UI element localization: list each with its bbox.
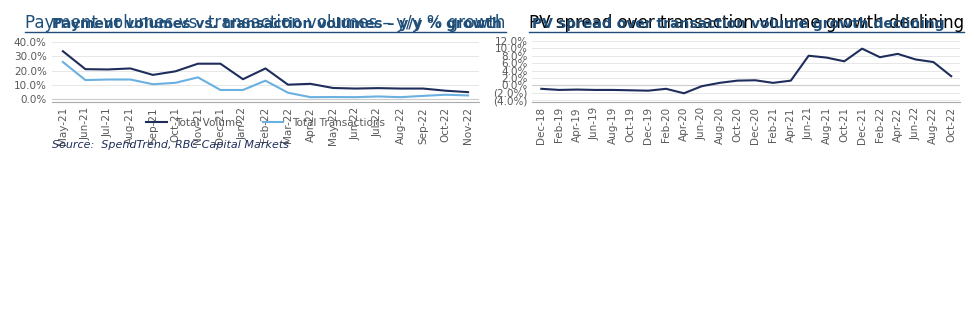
Total Volume bbox=[394, 87, 406, 90]
Total Transactions bbox=[260, 79, 272, 83]
Total Volume bbox=[439, 89, 451, 93]
Total Volume bbox=[417, 87, 429, 90]
Total Volume bbox=[237, 77, 248, 81]
Total Transactions bbox=[80, 78, 92, 82]
Total Transactions bbox=[439, 93, 451, 97]
Total Volume bbox=[147, 73, 159, 77]
Total Transactions bbox=[305, 95, 317, 99]
Text: Source:  SpendTrend, RBC Capital Markets: Source: SpendTrend, RBC Capital Markets bbox=[52, 140, 288, 150]
Total Transactions bbox=[125, 78, 136, 81]
Text: PV spread over transaction volume growth declining: PV spread over transaction volume growth… bbox=[533, 17, 945, 31]
Total Volume bbox=[214, 62, 226, 66]
Total Transactions bbox=[192, 75, 204, 79]
Text: Payment volumes vs. transaction volumes – y/y % growth: Payment volumes vs. transaction volumes … bbox=[52, 17, 502, 31]
Total Volume bbox=[260, 67, 272, 70]
Total Transactions bbox=[57, 60, 69, 64]
Total Volume bbox=[327, 86, 339, 90]
Line: Total Volume: Total Volume bbox=[63, 51, 468, 92]
Total Transactions bbox=[102, 78, 114, 81]
Total Transactions bbox=[282, 91, 294, 95]
Total Transactions bbox=[327, 95, 339, 99]
Total Volume bbox=[305, 82, 317, 86]
Total Transactions bbox=[394, 95, 406, 99]
Total Volume bbox=[169, 69, 181, 73]
Line: Total Transactions: Total Transactions bbox=[63, 62, 468, 97]
Total Volume bbox=[102, 68, 114, 71]
Total Transactions bbox=[417, 94, 429, 98]
Total Transactions bbox=[372, 95, 384, 99]
Total Transactions bbox=[214, 88, 226, 92]
Total Volume bbox=[372, 86, 384, 90]
Total Volume bbox=[192, 62, 204, 66]
Total Transactions bbox=[350, 95, 361, 99]
Total Transactions bbox=[237, 88, 248, 92]
Total Volume bbox=[350, 87, 361, 90]
Total Volume bbox=[80, 67, 92, 71]
Title: Payment volumes vs. transaction volumes – y/y % growth: Payment volumes vs. transaction volumes … bbox=[25, 14, 506, 32]
Total Volume bbox=[463, 90, 474, 94]
Total Volume bbox=[57, 49, 69, 53]
Total Transactions bbox=[463, 94, 474, 98]
Total Transactions bbox=[147, 82, 159, 86]
Total Volume bbox=[125, 67, 136, 70]
Legend: Total Volume, Total Transactions: Total Volume, Total Transactions bbox=[142, 113, 389, 132]
Total Volume bbox=[282, 83, 294, 87]
Total Transactions bbox=[169, 81, 181, 85]
Title: PV spread over transaction volume growth declining: PV spread over transaction volume growth… bbox=[529, 14, 964, 32]
